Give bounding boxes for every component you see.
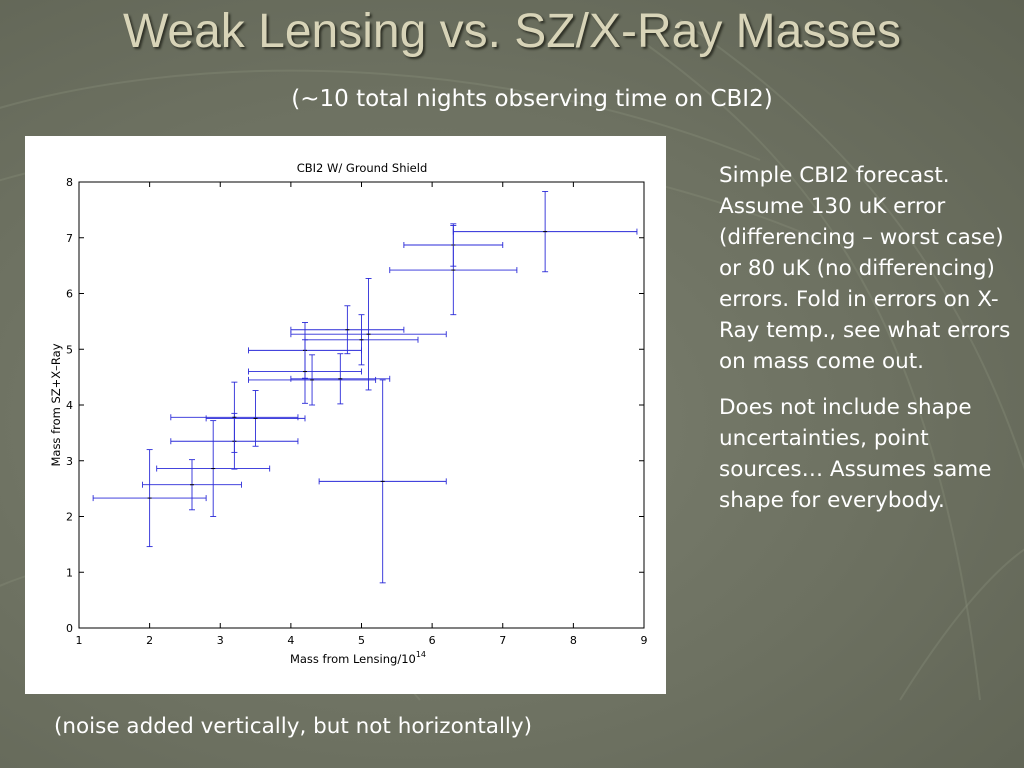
y-tick-label: 8 xyxy=(66,176,73,189)
x-tick-label: 6 xyxy=(429,634,436,647)
data-point xyxy=(290,353,391,405)
x-tick-label: 3 xyxy=(217,634,224,647)
chart-title: CBI2 W/ Ground Shield xyxy=(297,161,428,175)
data-point xyxy=(318,379,447,584)
x-tick-label: 4 xyxy=(287,634,294,647)
x-axis-label-text: Mass from Lensing/10 xyxy=(290,652,416,666)
data-point xyxy=(205,390,306,447)
x-axis-label: Mass from Lensing/1014 xyxy=(290,650,426,666)
y-axis: 0 1 2 3 4 5 6 7 8 xyxy=(66,176,644,635)
data-point xyxy=(142,459,242,511)
footnote: (noise added vertically, but not horizon… xyxy=(54,714,533,739)
data-point xyxy=(92,449,207,548)
note-paragraph-1: Simple CBI2 forecast. Assume 130 uK erro… xyxy=(719,163,1011,374)
x-tick-label: 8 xyxy=(570,634,577,647)
note-paragraph-2: Does not include shape uncertainties, po… xyxy=(719,395,992,513)
y-tick-label: 7 xyxy=(66,232,73,245)
y-axis-label: Mass from SZ+X–Ray xyxy=(49,343,63,466)
x-axis: 1 2 3 4 5 6 7 8 9 xyxy=(76,182,648,647)
data-point xyxy=(290,277,447,391)
data-point xyxy=(304,314,419,366)
slide-title: Weak Lensing vs. SZ/X-Ray Masses xyxy=(122,5,902,58)
x-tick-label: 2 xyxy=(146,634,153,647)
side-notes: Simple CBI2 forecast. Assume 130 uK erro… xyxy=(719,160,1014,531)
y-tick-label: 6 xyxy=(66,288,73,301)
data-point xyxy=(248,354,377,406)
data-point xyxy=(248,339,362,404)
data-point xyxy=(170,381,299,453)
x-tick-label: 7 xyxy=(499,634,506,647)
x-axis-label-exponent: 14 xyxy=(416,650,426,659)
x-tick-label: 9 xyxy=(641,634,648,647)
data-point xyxy=(290,305,405,355)
y-tick-label: 3 xyxy=(66,455,73,468)
x-tick-label: 1 xyxy=(76,634,83,647)
data-series xyxy=(92,191,638,584)
y-tick-label: 1 xyxy=(66,566,73,579)
data-point xyxy=(452,191,638,273)
x-tick-label: 5 xyxy=(358,634,365,647)
slide-subtitle: (~10 total nights observing time on CBI2… xyxy=(291,86,773,112)
data-point xyxy=(156,420,271,517)
y-tick-label: 0 xyxy=(66,622,73,635)
y-tick-label: 4 xyxy=(66,399,73,412)
plot-area-frame xyxy=(78,181,645,629)
y-tick-label: 5 xyxy=(66,343,73,356)
data-point xyxy=(389,225,518,316)
y-tick-label: 2 xyxy=(66,511,73,524)
